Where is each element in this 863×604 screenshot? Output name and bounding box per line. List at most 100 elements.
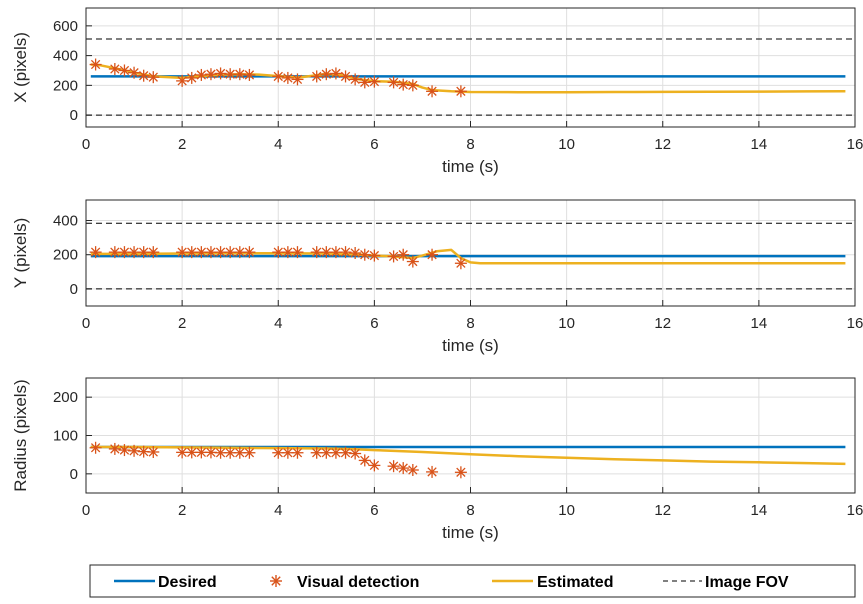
visual-detection-point bbox=[310, 70, 323, 83]
visual-detection-point bbox=[89, 441, 102, 454]
x-tick-label: 0 bbox=[82, 502, 90, 519]
y-tick-label: 100 bbox=[53, 428, 78, 445]
visual-detection-point bbox=[349, 247, 362, 259]
estimated-line bbox=[90, 445, 846, 466]
visual-detection-point bbox=[176, 246, 189, 259]
legend-visual-detection-swatch bbox=[270, 575, 282, 587]
visual-detection-point bbox=[137, 69, 150, 82]
visual-detection-point bbox=[272, 246, 285, 259]
x-tick-label: 6 bbox=[370, 136, 378, 153]
legend-desired-label: Desired bbox=[158, 574, 217, 591]
visual-detection-point bbox=[147, 246, 160, 259]
visual-detection-point bbox=[128, 66, 141, 79]
x-tick-label: 16 bbox=[847, 502, 863, 519]
x-tick-label: 8 bbox=[466, 136, 474, 153]
x-tick-label: 16 bbox=[847, 315, 863, 332]
x-tick-label: 0 bbox=[82, 136, 90, 153]
visual-detection-point bbox=[243, 246, 256, 259]
y-tick-label: 0 bbox=[70, 281, 78, 298]
visual-detection-point bbox=[397, 78, 410, 91]
visual-detection-point bbox=[387, 76, 400, 89]
visual-detection-point bbox=[281, 71, 294, 84]
visual-detection-point bbox=[128, 444, 141, 457]
y-tick-label: 200 bbox=[53, 247, 78, 264]
chart-panel-1: 0 2 4 6 8 10 12 14 16 0 200 400 600 time (s) X (pixels… bbox=[11, 7, 863, 176]
x-tick-label: 8 bbox=[466, 315, 474, 332]
y-axis-label: Radius (pixels) bbox=[11, 379, 30, 491]
visual-detection-point bbox=[349, 447, 362, 460]
x-axis-label: time (s) bbox=[442, 523, 499, 542]
visual-detection-point bbox=[320, 68, 333, 81]
x-tick-label: 8 bbox=[466, 502, 474, 519]
chart-panel-2: 0 2 4 6 8 10 12 14 16 0 200 400 time (s) Y (pixels) bbox=[11, 199, 863, 355]
visual-detection-point bbox=[368, 75, 381, 88]
visual-detection-point bbox=[454, 257, 467, 270]
y-axis-label: Y (pixels) bbox=[11, 218, 30, 289]
visual-detection-point bbox=[358, 454, 371, 467]
x-tick-label: 12 bbox=[654, 136, 671, 153]
x-tick-label: 10 bbox=[558, 136, 575, 153]
legend-image-fov-label: Image FOV bbox=[705, 574, 789, 591]
visual-detection-point bbox=[454, 466, 467, 479]
x-axis-label: time (s) bbox=[442, 336, 499, 355]
chart-panel-3: 0 2 4 6 8 10 12 14 16 0 100 200 time (s) Radius (pixe… bbox=[11, 377, 863, 542]
visual-detection-point bbox=[147, 445, 160, 458]
y-tick-label: 400 bbox=[53, 48, 78, 65]
x-tick-label: 2 bbox=[178, 502, 186, 519]
visual-detection-point bbox=[108, 442, 121, 455]
visual-detection-point bbox=[214, 67, 227, 80]
visual-detection-point bbox=[204, 446, 217, 459]
visual-detection-point bbox=[349, 73, 362, 86]
legend-box bbox=[89, 564, 856, 598]
legend-estimated-label: Estimated bbox=[537, 574, 613, 591]
visual-detection-point bbox=[358, 248, 371, 261]
visual-detection-point bbox=[368, 249, 381, 262]
visual-detection-point bbox=[291, 446, 304, 459]
visual-detection-point bbox=[118, 444, 131, 457]
visual-detection-point bbox=[243, 68, 256, 81]
visual-detection-point bbox=[426, 465, 439, 478]
visual-detection-point bbox=[406, 464, 419, 476]
visual-detection-point bbox=[243, 446, 256, 459]
y-tick-label: 400 bbox=[53, 213, 78, 230]
y-tick-label: 0 bbox=[70, 466, 78, 483]
visual-detection-point bbox=[147, 71, 160, 84]
x-tick-label: 2 bbox=[178, 315, 186, 332]
x-tick-label: 16 bbox=[847, 136, 863, 153]
x-tick-label: 10 bbox=[558, 502, 575, 519]
x-tick-label: 12 bbox=[654, 315, 671, 332]
visual-detection-point bbox=[339, 246, 352, 259]
x-tick-label: 6 bbox=[370, 315, 378, 332]
y-axis-label: X (pixels) bbox=[11, 32, 30, 103]
x-tick-label: 10 bbox=[558, 315, 575, 332]
x-tick-label: 4 bbox=[274, 502, 282, 519]
visual-detection-point bbox=[329, 67, 342, 80]
visual-detection-point bbox=[185, 71, 198, 84]
visual-detection-point bbox=[214, 446, 227, 459]
visual-detection-point bbox=[291, 73, 304, 86]
y-tick-label: 0 bbox=[70, 107, 78, 124]
axes-frame bbox=[85, 377, 856, 494]
y-tick-label: 200 bbox=[53, 77, 78, 94]
visual-detection-point bbox=[272, 70, 285, 83]
x-axis-label: time (s) bbox=[442, 157, 499, 176]
x-tick-label: 14 bbox=[751, 502, 768, 519]
x-tick-label: 6 bbox=[370, 502, 378, 519]
visual-detection-point bbox=[397, 462, 410, 475]
visual-detection-point bbox=[118, 64, 131, 77]
visual-detection-point bbox=[233, 68, 246, 81]
visual-detection-point bbox=[224, 68, 237, 81]
visual-detection-point bbox=[454, 85, 467, 98]
x-tick-label: 12 bbox=[654, 502, 671, 519]
visual-detection-point bbox=[291, 246, 304, 259]
x-tick-label: 0 bbox=[82, 315, 90, 332]
visual-detection-point bbox=[406, 255, 419, 268]
estimated-line bbox=[90, 248, 846, 265]
visual-detection-point bbox=[426, 85, 439, 98]
y-tick-label: 600 bbox=[53, 18, 78, 35]
x-tick-label: 2 bbox=[178, 136, 186, 153]
x-tick-label: 14 bbox=[751, 136, 768, 153]
axes-frame bbox=[85, 7, 856, 128]
visual-detection-point bbox=[368, 459, 381, 472]
legend-visual-detection-label: Visual detection bbox=[297, 574, 419, 591]
